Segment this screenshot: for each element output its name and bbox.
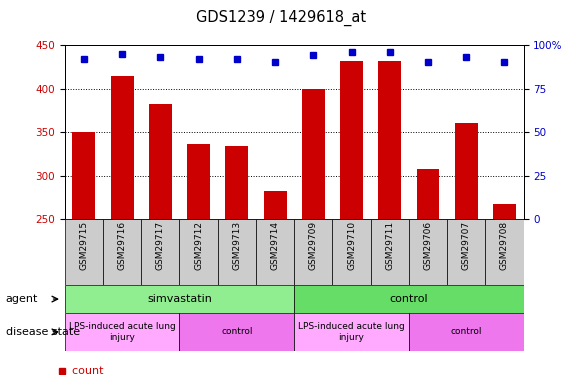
FancyBboxPatch shape [370, 219, 409, 285]
FancyBboxPatch shape [65, 313, 180, 351]
Text: LPS-induced acute lung
injury: LPS-induced acute lung injury [69, 322, 176, 342]
Text: disease state: disease state [6, 327, 80, 337]
Text: control: control [390, 294, 428, 304]
FancyBboxPatch shape [256, 219, 294, 285]
Text: GSM29712: GSM29712 [194, 221, 203, 270]
Bar [187, 144, 210, 219]
Bar [378, 61, 401, 219]
Text: control: control [450, 327, 482, 336]
Bar [493, 204, 516, 219]
FancyBboxPatch shape [103, 219, 141, 285]
Text: GSM29711: GSM29711 [385, 221, 394, 270]
FancyBboxPatch shape [294, 219, 332, 285]
FancyBboxPatch shape [485, 219, 524, 285]
Text: GSM29713: GSM29713 [233, 221, 242, 270]
Bar [340, 61, 363, 219]
FancyBboxPatch shape [409, 219, 447, 285]
FancyBboxPatch shape [218, 219, 256, 285]
Text: GSM29707: GSM29707 [462, 221, 471, 270]
FancyBboxPatch shape [180, 219, 218, 285]
FancyBboxPatch shape [141, 219, 180, 285]
Bar [263, 192, 287, 219]
FancyBboxPatch shape [180, 313, 294, 351]
Bar [417, 169, 440, 219]
Text: GSM29706: GSM29706 [423, 221, 432, 270]
Text: GSM29708: GSM29708 [500, 221, 509, 270]
Text: control: control [221, 327, 253, 336]
FancyBboxPatch shape [447, 219, 485, 285]
FancyBboxPatch shape [65, 285, 294, 313]
FancyBboxPatch shape [65, 219, 103, 285]
Text: simvastatin: simvastatin [147, 294, 212, 304]
Bar [302, 88, 325, 219]
Text: GSM29717: GSM29717 [156, 221, 165, 270]
Text: count: count [65, 366, 103, 375]
Text: GSM29715: GSM29715 [79, 221, 88, 270]
Bar [110, 75, 133, 219]
Text: GSM29710: GSM29710 [347, 221, 356, 270]
Bar [225, 146, 248, 219]
FancyBboxPatch shape [332, 219, 370, 285]
FancyBboxPatch shape [409, 313, 524, 351]
Text: GSM29716: GSM29716 [118, 221, 127, 270]
Bar [73, 132, 95, 219]
Text: GDS1239 / 1429618_at: GDS1239 / 1429618_at [196, 9, 367, 26]
Text: LPS-induced acute lung
injury: LPS-induced acute lung injury [298, 322, 405, 342]
Bar [455, 123, 477, 219]
Text: GSM29709: GSM29709 [309, 221, 318, 270]
FancyBboxPatch shape [294, 313, 409, 351]
Bar [149, 104, 172, 219]
FancyBboxPatch shape [294, 285, 524, 313]
Text: agent: agent [6, 294, 38, 304]
Text: GSM29714: GSM29714 [271, 221, 280, 270]
